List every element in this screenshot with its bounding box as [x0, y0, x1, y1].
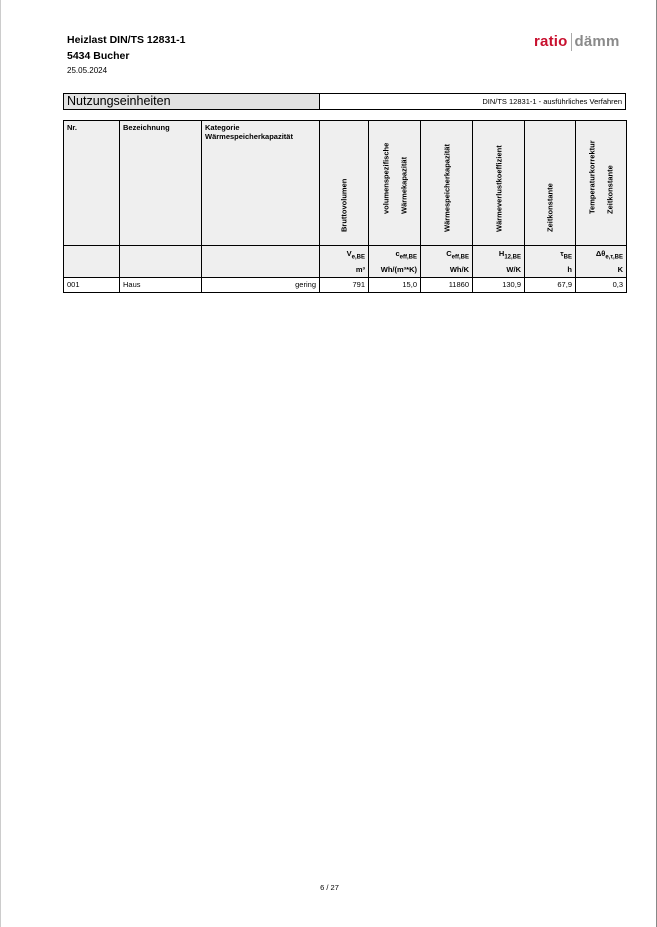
document-date: 25.05.2024 [67, 66, 108, 75]
section-title-bar: Nutzungseinheiten DIN/TS 12831-1 - ausfü… [63, 93, 626, 110]
unit-c: ceff,BE Wh/(m³*K) [368, 245, 421, 278]
cell-nr: 001 [63, 276, 120, 293]
cell-tau: 67,9 [524, 276, 576, 293]
col-waermespeicherkapazitaet: Wärmespeicherkapazität [420, 120, 473, 246]
cell-C-eff: 11860 [420, 276, 473, 293]
section-title: Nutzungseinheiten [64, 94, 320, 109]
calculation-method: DIN/TS 12831-1 - ausführliches Verfahren [482, 97, 622, 106]
company-logo: ratio dämm [534, 33, 620, 52]
project-name: 5434 Bucher [67, 50, 130, 62]
usage-units-table: Nr. Bezeichnung Kategorie Wärmespeicherka… [63, 120, 627, 293]
cell-volumen: 791 [319, 276, 369, 293]
col-zeitkonstante: Zeitkonstante [524, 120, 576, 246]
col-nr: Nr. [63, 120, 120, 246]
document-title: Heizlast DIN/TS 12831-1 [67, 34, 186, 46]
unit-C: Ceff,BE Wh/K [420, 245, 473, 278]
table-row: 001 Haus gering 791 15,0 11860 130,9 67,… [63, 276, 627, 293]
unit-h: H12,BE W/K [472, 245, 525, 278]
unit-v: Ve,BE m³ [319, 245, 369, 278]
unit-tau: τBE h [524, 245, 576, 278]
col-kategorie: Kategorie Wärmespeicherkapazität [201, 120, 320, 246]
cell-kategorie: gering [201, 276, 320, 293]
col-waermeverlustkoeffizient: Wärmeverlustkoeffizient [472, 120, 525, 246]
cell-h12: 130,9 [472, 276, 525, 293]
unit-dtheta: Δθe,τ,BE K [575, 245, 627, 278]
cell-dtheta: 0,3 [575, 276, 627, 293]
col-bezeichnung: Bezeichnung [119, 120, 202, 246]
cell-bezeichnung: Haus [119, 276, 202, 293]
units-row: Ve,BE m³ ceff,BE Wh/(m³*K) Ceff,BE Wh/K H12… [63, 245, 627, 278]
col-vol-waermekapazitaet: volumenspezifische Wärmekapazität [368, 120, 421, 246]
col-bruttovolumen: Bruttovolumen [319, 120, 369, 246]
cell-c-eff: 15,0 [368, 276, 421, 293]
header-row: Nr. Bezeichnung Kategorie Wärmespeicherka… [63, 120, 627, 246]
col-temperaturkorrektur: Temperaturkorrektur Zeitkonstante [575, 120, 627, 246]
page-number: 6 / 27 [320, 883, 339, 892]
